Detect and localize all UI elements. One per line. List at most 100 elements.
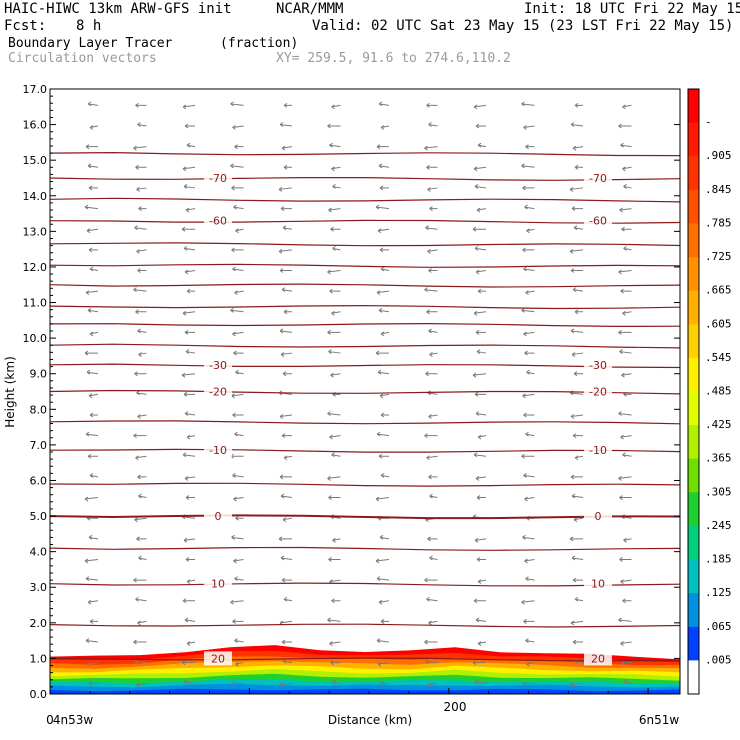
tracer-band-9	[50, 688, 680, 694]
colorbar-label: .005	[705, 653, 732, 666]
vector-arrow	[569, 682, 584, 688]
vector-arrow	[231, 393, 244, 399]
vector-arrow	[283, 596, 293, 602]
vector-arrow	[570, 620, 584, 626]
vector-arrow	[522, 247, 535, 253]
vector-arrow	[427, 682, 438, 688]
vector-arrow	[184, 330, 195, 335]
vector-arrow	[183, 184, 196, 189]
field-name: Boundary Layer Tracer	[8, 36, 173, 51]
vector-arrow	[186, 641, 196, 646]
vector-arrow	[521, 307, 535, 313]
vector-arrow	[282, 517, 293, 523]
vector-arrow	[230, 307, 244, 313]
vector-arrow	[232, 472, 244, 478]
colorbar-cell	[688, 290, 699, 325]
fcst-label: Fcst:	[4, 18, 47, 34]
vector-arrow	[475, 269, 487, 275]
contour-label-bg	[584, 170, 612, 185]
contour-label: -60	[589, 215, 607, 228]
colorbar-cell	[688, 223, 699, 258]
vector-arrow	[279, 328, 293, 334]
vector-arrow	[572, 287, 584, 293]
vector-arrow	[526, 228, 535, 234]
contour-label: 0	[595, 510, 602, 523]
colorbar-label: .125	[705, 586, 732, 599]
vector-arrow	[84, 350, 98, 356]
vector-arrow	[231, 185, 244, 191]
vector-arrow	[524, 350, 535, 356]
vector-arrow	[473, 166, 487, 172]
colorbar-label: .665	[705, 284, 732, 297]
vector-arrow	[574, 102, 583, 108]
vector-arrow	[331, 598, 341, 604]
vector-arrow	[133, 433, 147, 439]
contour-line	[49, 283, 681, 288]
vector-arrow	[622, 166, 632, 172]
vector-arrow	[621, 372, 632, 378]
vector-arrow	[522, 185, 535, 191]
contour-label-bg	[584, 213, 612, 228]
vector-arrow	[472, 226, 486, 232]
vector-arrow	[135, 164, 147, 170]
vector-arrow	[570, 474, 583, 480]
vector-arrow	[282, 371, 292, 377]
vector-arrow	[235, 228, 244, 234]
vector-arrow	[135, 309, 147, 315]
vector-arrow	[429, 206, 438, 211]
contour-label: -10	[209, 444, 227, 457]
vector-arrow	[428, 268, 438, 273]
vector-arrow	[231, 247, 244, 253]
vector-arrow	[279, 122, 293, 127]
contour-label-bg	[584, 384, 612, 399]
vector-arrow	[87, 307, 99, 313]
contour-line	[49, 177, 681, 181]
y-tick-label: 7.0	[30, 439, 48, 452]
colorbar-cell	[688, 525, 699, 560]
vector-arrow	[327, 330, 341, 335]
vector-arrow	[569, 248, 584, 254]
vector-arrow	[283, 164, 292, 170]
org-label: NCAR/MMM	[276, 1, 344, 17]
vector-arrow	[136, 682, 147, 688]
vector-arrow	[429, 352, 438, 357]
contour-line	[49, 623, 681, 628]
vector-arrow	[571, 493, 584, 499]
vector-arrow	[331, 166, 341, 172]
vector-arrow	[620, 288, 632, 294]
vector-arrow	[328, 557, 341, 562]
contour-label-bg	[204, 576, 232, 591]
colorbar-cell	[688, 156, 699, 191]
contour-label-bg	[584, 651, 612, 666]
vector-arrow	[521, 453, 535, 459]
tracer-fill	[50, 645, 680, 694]
contour-label: -30	[209, 359, 227, 372]
vector-arrow	[184, 123, 195, 129]
contour-line	[49, 343, 681, 349]
x-axis-label: Distance (km)	[328, 713, 412, 727]
vector-arrow	[376, 144, 389, 150]
vector-arrow	[525, 638, 535, 643]
vector-arrow	[623, 679, 632, 685]
vector-arrow	[181, 226, 195, 232]
vector-arrow	[133, 145, 147, 151]
vector-arrow	[619, 207, 632, 213]
vector-arrow	[569, 187, 584, 192]
vector-arrow	[574, 455, 584, 461]
vector-arrow	[184, 475, 196, 481]
vector-arrow	[136, 390, 147, 396]
vector-arrow	[186, 434, 196, 440]
vector-arrow	[521, 163, 535, 169]
vector-arrow	[332, 184, 341, 189]
vector-arrow	[425, 225, 438, 231]
x-tick-label-0: 0	[46, 713, 54, 727]
vector-arrow	[281, 433, 292, 439]
y-tick-label: 14.0	[23, 190, 48, 203]
vector-arrow	[332, 679, 341, 685]
vector-arrow	[572, 433, 583, 439]
vector-arrow	[184, 269, 196, 275]
y-tick-label: 8.0	[30, 403, 48, 416]
vector-arrow	[138, 206, 147, 211]
vector-arrow	[473, 104, 487, 110]
vector-arrow	[283, 309, 292, 315]
